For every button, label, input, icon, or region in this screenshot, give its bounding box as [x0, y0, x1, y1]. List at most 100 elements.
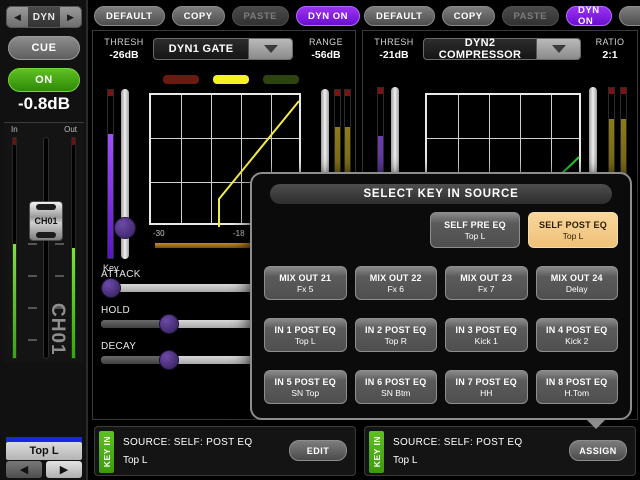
key-source-self-post-eq[interactable]: SELF POST EQ Top L — [528, 212, 618, 248]
dyn1-range-readout: RANGE -56dB — [297, 37, 355, 61]
dyn1-source-line1: SOURCE: SELF: POST EQ — [123, 437, 253, 448]
key-source-in-5-post-eq[interactable]: IN 5 POST EQ SN Top — [264, 370, 347, 404]
dyn2-assign-button[interactable]: ASSIGN — [569, 440, 627, 461]
dyn1-key-range-bar — [155, 243, 305, 248]
dyn2-key-in-tab[interactable]: KEY IN — [369, 431, 384, 473]
toolbar-dyn2: DEFAULT COPY PASTE DYN ON MIXER — [364, 4, 640, 28]
dyn1-hold-row: HOLD — [101, 305, 253, 334]
self-post-eq-line2: Top L — [562, 230, 584, 241]
dyn1-attack-knob[interactable] — [101, 278, 121, 298]
dyn2-source-line2: Top L — [393, 455, 418, 466]
dyn-selector-label: DYN — [28, 7, 60, 27]
dyn2-processor-select[interactable]: DYN2 COMPRESSOR — [423, 37, 581, 61]
dyn1-range-label: RANGE — [308, 37, 343, 47]
fader-knob-label: CH01 — [34, 216, 58, 226]
mixer-button[interactable]: MIXER — [618, 6, 640, 26]
key-source-in-3-post-eq[interactable]: IN 3 POST EQ Kick 1 — [445, 318, 528, 352]
key-source-self-pre-eq[interactable]: SELF PRE EQ Top L — [430, 212, 520, 248]
channel-name-plate[interactable]: Top L — [6, 442, 82, 460]
dyn1-key-label: Key — [103, 263, 119, 273]
dyn1-key-meter-fill — [108, 133, 113, 258]
channel-prev-button[interactable]: ◀ — [6, 461, 42, 478]
dyn2-header: THRESH -21dB DYN2 COMPRESSOR RATIO 2:1 — [363, 35, 637, 69]
dyn1-chevron-down-icon[interactable] — [248, 39, 292, 59]
dyn1-led-yellow — [213, 75, 249, 84]
dyn2-paste-button[interactable]: PASTE — [501, 6, 560, 26]
dyn1-gr-meter-b-peak — [345, 90, 350, 96]
key-source-mix-out-21[interactable]: MIX OUT 21 Fx 5 — [264, 266, 347, 300]
key-source-row-in-1-4: IN 1 POST EQ Top L IN 2 POST EQ Top R IN… — [264, 318, 618, 352]
key-source-in-8-post-eq[interactable]: IN 8 POST EQ H.Tom — [535, 370, 618, 404]
key-source-in-6-post-eq[interactable]: IN 6 POST EQ SN Btm — [354, 370, 437, 404]
dyn1-decay-label: DECAY — [101, 341, 137, 352]
dyn2-key-in-bar: KEY IN SOURCE: SELF: POST EQ Top L ASSIG… — [364, 418, 636, 476]
dyn1-thresh-slider[interactable] — [114, 89, 136, 259]
fader-level-readout: -0.8dB — [18, 94, 70, 113]
dyn2-default-button[interactable]: DEFAULT — [364, 6, 435, 26]
key-source-in-7-post-eq[interactable]: IN 7 POST EQ HH — [445, 370, 528, 404]
dyn-selector[interactable]: ◀ DYN ▶ — [6, 6, 82, 28]
self-source-row: SELF PRE EQ Top L SELF POST EQ Top L — [430, 212, 618, 248]
channel-next-button[interactable]: ▶ — [46, 461, 82, 478]
dyn2-chevron-down-icon[interactable] — [536, 39, 580, 59]
dyn1-gate-curve — [218, 100, 300, 227]
key-source-mix-out-23[interactable]: MIX OUT 23 Fx 7 — [445, 266, 528, 300]
dyn1-attack-slider[interactable] — [101, 278, 253, 298]
dyn1-thresh-slider-knob[interactable] — [114, 217, 136, 239]
dyn2-key-in-tab-label: KEY IN — [371, 436, 382, 468]
dyn-prev-icon[interactable]: ◀ — [7, 7, 28, 27]
dyn1-key-in-tab[interactable]: KEY IN — [99, 431, 114, 473]
meter-fader-area: In Out CH01 CH01 — [4, 122, 84, 362]
dyn2-ratio-readout: RATIO 2:1 — [581, 37, 639, 61]
cue-button[interactable]: CUE — [8, 36, 80, 60]
dyn2-gr-meter-a-peak — [609, 88, 614, 94]
dyn2-processor-name: DYN2 COMPRESSOR — [438, 37, 522, 61]
dyn1-paste-button[interactable]: PASTE — [231, 6, 290, 26]
dyn1-hold-slider[interactable] — [101, 314, 253, 334]
dyn2-copy-button[interactable]: COPY — [441, 6, 495, 26]
dyn1-hold-knob[interactable] — [159, 314, 179, 334]
dyn1-led-green — [263, 75, 299, 84]
dyn2-thresh-label: THRESH — [374, 37, 414, 47]
key-source-in-1-post-eq[interactable]: IN 1 POST EQ Top L — [264, 318, 347, 352]
select-key-in-source-dialog: SELECT KEY IN SOURCE SELF PRE EQ Top L S… — [250, 172, 632, 420]
key-source-in-4-post-eq[interactable]: IN 4 POST EQ Kick 2 — [535, 318, 618, 352]
meter-in-label: In — [11, 125, 18, 134]
meter-out-label: Out — [64, 125, 77, 134]
key-source-mix-out-24[interactable]: MIX OUT 24 Delay — [535, 266, 618, 300]
channel-fader-knob[interactable]: CH01 — [29, 201, 63, 241]
self-pre-eq-line2: Top L — [464, 230, 486, 241]
dyn1-thresh-value: -26dB — [109, 49, 139, 61]
dyn1-edit-button[interactable]: EDIT — [289, 440, 347, 461]
dyn-next-icon[interactable]: ▶ — [60, 7, 81, 27]
dyn1-on-button[interactable]: DYN ON — [296, 6, 360, 26]
dyn1-envelope-sliders: ATTACK HOLD DECAY — [101, 269, 253, 377]
input-meter-peak — [13, 138, 16, 145]
dyn1-decay-knob[interactable] — [159, 350, 179, 370]
dyn1-hold-label: HOLD — [101, 305, 130, 316]
dyn2-gr-meter-b-peak — [621, 88, 626, 94]
dyn1-default-button[interactable]: DEFAULT — [94, 6, 165, 26]
dyn2-ratio-value: 2:1 — [602, 49, 618, 61]
dyn1-key-in-bar: KEY IN SOURCE: SELF: POST EQ Top L EDIT — [94, 426, 356, 476]
key-source-in-2-post-eq[interactable]: IN 2 POST EQ Top R — [354, 318, 437, 352]
dyn1-header: THRESH -26dB DYN1 GATE RANGE -56dB — [93, 35, 355, 69]
dyn1-processor-select[interactable]: DYN1 GATE — [153, 38, 293, 60]
dialog-title: SELECT KEY IN SOURCE — [270, 184, 612, 204]
key-source-mix-out-22[interactable]: MIX OUT 22 Fx 6 — [354, 266, 437, 300]
channel-strip: ◀ DYN ▶ CUE ON -0.8dB In Out — [0, 0, 88, 480]
fader-track[interactable] — [43, 137, 49, 359]
dyn1-key-in-tab-label: KEY IN — [101, 436, 112, 468]
dyn2-on-button[interactable]: DYN ON — [566, 5, 612, 27]
dyn1-decay-slider[interactable] — [101, 350, 253, 370]
input-meter — [12, 137, 17, 359]
key-source-row-mix-out: MIX OUT 21 Fx 5 MIX OUT 22 Fx 6 MIX OUT … — [264, 266, 618, 300]
self-post-eq-line1: SELF POST EQ — [539, 219, 607, 230]
fader-scale-ticks — [28, 243, 64, 363]
dyn1-copy-button[interactable]: COPY — [171, 6, 225, 26]
channel-on-button[interactable]: ON — [8, 68, 80, 92]
output-meter — [71, 137, 76, 359]
dyn1-led-indicators — [93, 75, 355, 84]
dyn1-range-value: -56dB — [311, 49, 341, 61]
